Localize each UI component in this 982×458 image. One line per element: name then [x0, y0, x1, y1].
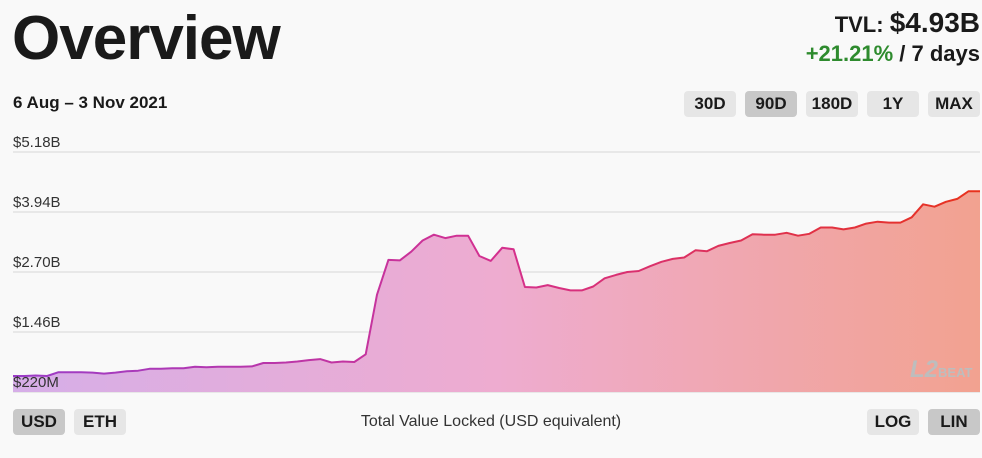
date-range: 6 Aug – 3 Nov 2021 — [13, 93, 168, 112]
range-button-180d[interactable]: 180D — [806, 91, 858, 117]
change-period: / 7 days — [899, 41, 980, 66]
tvl-value: $4.93B — [889, 7, 980, 38]
logo-mark: L2 — [910, 356, 939, 383]
y-tick-label: $5.18B — [13, 134, 61, 151]
range-button-90d[interactable]: 90D — [745, 91, 797, 117]
range-button-30d[interactable]: 30D — [684, 91, 736, 117]
y-tick-label: $1.46B — [13, 314, 61, 331]
tvl-area — [13, 191, 980, 392]
change-percent: +21.21% — [805, 41, 894, 66]
y-tick-label: $220M — [13, 374, 59, 391]
tvl-chart: $220M $1.46B $2.70B $3.94B $5.18B — [13, 134, 980, 393]
currency-button-eth[interactable]: ETH — [74, 409, 126, 435]
scale-button-lin[interactable]: LIN — [928, 409, 980, 435]
currency-button-usd[interactable]: USD — [13, 409, 65, 435]
tvl-line — [13, 190, 980, 377]
scale-button-log[interactable]: LOG — [867, 409, 919, 435]
range-button-1y[interactable]: 1Y — [867, 91, 919, 117]
tvl-line: TVL: $4.93B — [806, 8, 980, 40]
y-tick-label: $2.70B — [13, 254, 61, 271]
range-button-max[interactable]: MAX — [928, 91, 980, 117]
tvl-label: TVL: — [834, 12, 884, 37]
page-title: Overview — [12, 4, 281, 73]
tvl-summary: TVL: $4.93B +21.21% / 7 days — [806, 8, 980, 68]
logo-text: BEAT — [938, 365, 973, 380]
y-axis-ticks: $220M $1.46B $2.70B $3.94B $5.18B — [13, 134, 61, 391]
y-tick-label: $3.94B — [13, 194, 61, 211]
chart-caption: Total Value Locked (USD equivalent) — [360, 413, 622, 430]
tvl-change: +21.21% / 7 days — [806, 40, 980, 68]
l2beat-logo: L2BEAT — [910, 356, 972, 384]
